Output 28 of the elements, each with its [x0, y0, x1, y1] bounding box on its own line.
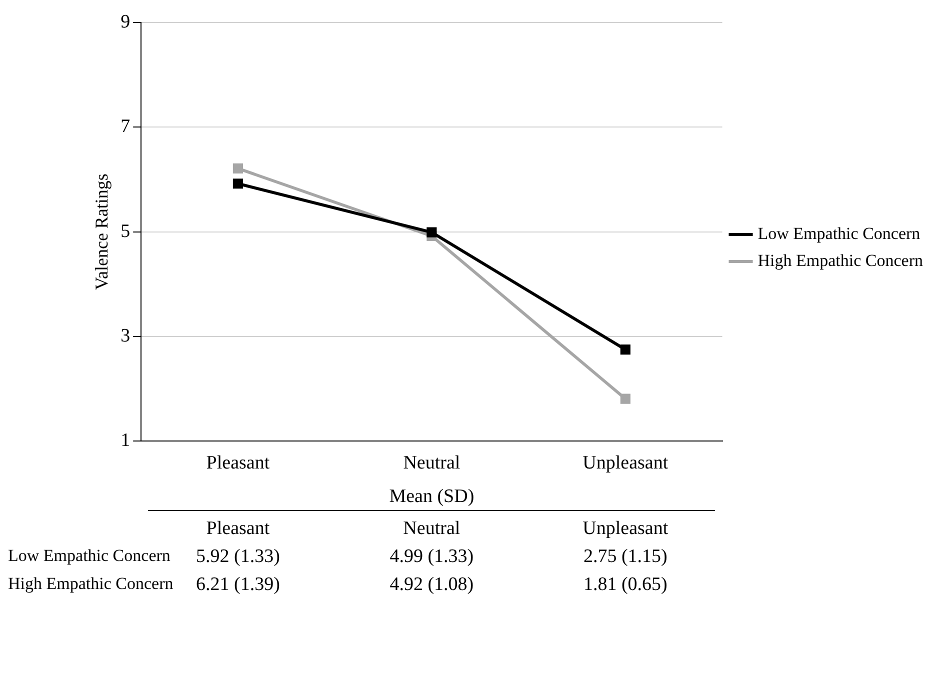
y-tick-label: 1 — [120, 430, 130, 452]
y-tick-label: 5 — [120, 220, 130, 242]
point — [620, 394, 630, 404]
text: Low Empathic Concern — [8, 546, 170, 565]
x-tick-label: Pleasant — [206, 452, 270, 474]
x-tick-label: Unpleasant — [582, 452, 669, 474]
legend-label: High Empathic Concern — [758, 250, 924, 270]
legend-label: Low Empathic Concern — [758, 224, 921, 243]
data-label: 4.99 (1.33) — [390, 546, 474, 568]
text: High Empathic Concern — [8, 574, 174, 593]
data-label: 4.92 (1.08) — [390, 574, 474, 596]
data-label: 2.75 (1.15) — [583, 546, 668, 568]
category-label: Neutral — [403, 518, 460, 539]
point — [426, 227, 437, 238]
y-tick-label: 3 — [120, 325, 130, 346]
point — [232, 163, 243, 174]
data-label: 6.21 (1.39) — [196, 574, 280, 596]
text: Mean (SD) — [389, 486, 474, 507]
y-axis-title: Valence Ratings — [92, 174, 112, 290]
y-tick-label: 9 — [120, 11, 130, 32]
category-label: Unpleasant — [582, 518, 668, 539]
data-label: 5.92 (1.33) — [196, 546, 280, 568]
category-label: Pleasant — [206, 518, 270, 539]
data-label: 1.81 (0.65) — [583, 574, 668, 596]
point — [232, 178, 243, 189]
point — [620, 344, 630, 355]
y-tick-label: 7 — [120, 116, 130, 138]
x-tick-label: Neutral — [403, 452, 460, 474]
